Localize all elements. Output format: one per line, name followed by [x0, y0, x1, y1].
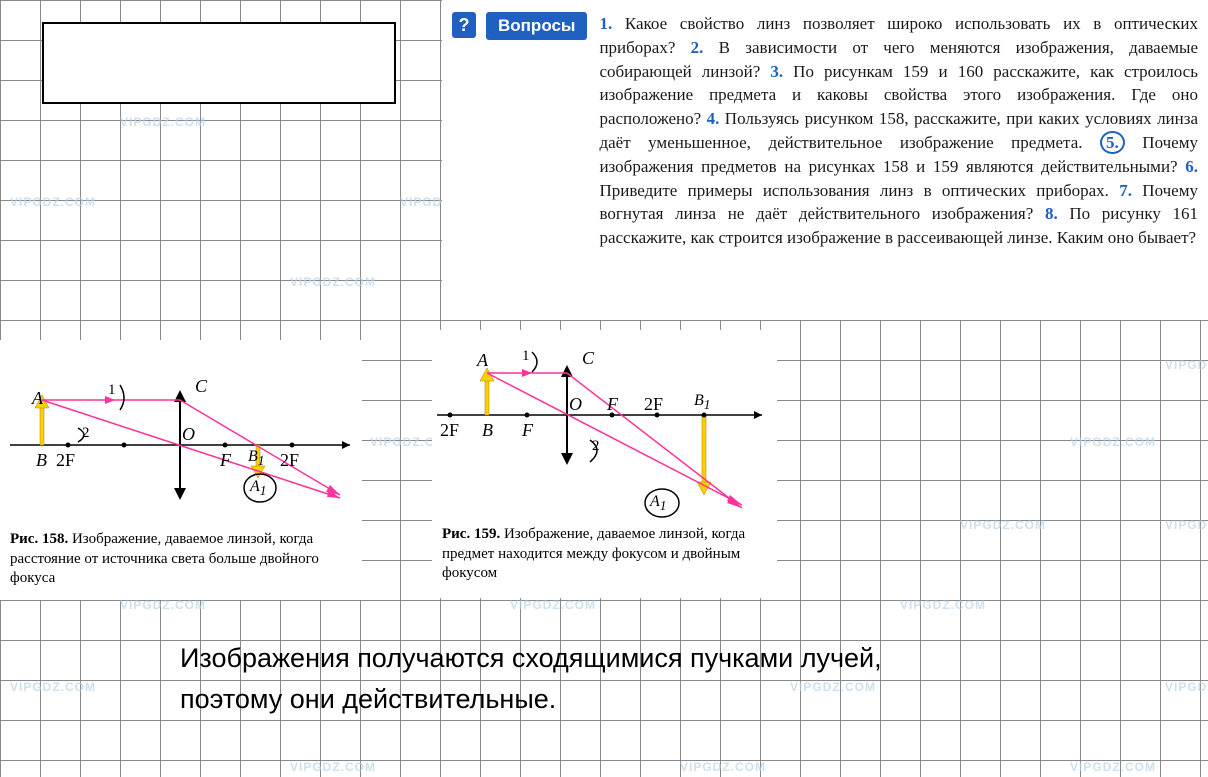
figure-158-caption: Рис. 158. Изображение, даваемое линзой, …: [0, 530, 362, 589]
label-A1: A1: [250, 478, 266, 499]
watermark: VIPGDZ.COM: [120, 598, 206, 612]
fig158-caption-num: Рис. 158.: [10, 531, 68, 547]
watermark: VIPGDZ.COM: [510, 598, 596, 612]
hand-1-159: 1: [522, 348, 530, 365]
figure-159-diagram: A 2F B F O C F 2F B1 A1 1 2: [432, 330, 777, 525]
watermark: VIPGDZ.COM: [290, 275, 376, 289]
figure-158: A B 2F O C F B1 2F A1 1 2 Рис. 158. Изоб…: [0, 340, 362, 600]
hand-2-159: 2: [592, 438, 600, 455]
label-A: A: [32, 388, 43, 409]
label-C-159: C: [582, 348, 594, 369]
label-F-left-159: F: [522, 420, 533, 441]
watermark: VIPGDZ.COM: [1165, 358, 1208, 372]
watermark: VIPGDZ.COM: [1165, 518, 1208, 532]
answer-line2: поэтому они действительные.: [180, 679, 882, 720]
label-O: O: [182, 424, 195, 445]
watermark: VIPGDZ.COM: [10, 680, 96, 694]
watermark: VIPGDZ.COM: [1070, 760, 1156, 774]
answer-line1: Изображения получаются сходящимися пучка…: [180, 638, 882, 679]
label-O-159: O: [569, 394, 582, 415]
fig159-caption-num: Рис. 159.: [442, 526, 500, 542]
label-B-159: B: [482, 420, 493, 441]
watermark: VIPGDZ.COM: [120, 115, 206, 129]
question-mark-icon: ?: [452, 12, 476, 38]
label-2F-right-159: 2F: [644, 394, 663, 415]
label-B1-159: B1: [694, 392, 710, 413]
answer-text: Изображения получаются сходящимися пучка…: [180, 638, 882, 719]
label-A-159: A: [477, 350, 488, 371]
figure-159: A 2F B F O C F 2F B1 A1 1 2 Рис. 159. Из…: [432, 330, 777, 598]
questions-badge: Вопросы: [486, 12, 587, 40]
label-B: B: [36, 450, 47, 471]
watermark: VIPGDZ.COM: [680, 760, 766, 774]
label-F-159: F: [607, 394, 618, 415]
figure-158-rays: [0, 340, 360, 530]
questions-body: 1. Какое свойство линз позволяет широко …: [599, 12, 1198, 250]
label-A1-159: A1: [650, 493, 666, 514]
watermark: VIPGDZ.COM: [900, 598, 986, 612]
watermark: VIPGDZ.COM: [10, 195, 96, 209]
label-C: C: [195, 376, 207, 397]
label-2F-left: 2F: [56, 450, 75, 471]
watermark: VIPGDZ.COM: [1165, 680, 1208, 694]
figure-159-caption: Рис. 159. Изображение, даваемое линзой, …: [432, 525, 777, 584]
label-2F-left-159: 2F: [440, 420, 459, 441]
empty-answer-box: [42, 22, 396, 104]
hand-1: 1: [108, 382, 116, 399]
label-F: F: [220, 450, 231, 471]
watermark: VIPGDZ.COM: [1070, 435, 1156, 449]
questions-panel: ? Вопросы 1. Какое свойство линз позволя…: [442, 0, 1208, 320]
hand-2: 2: [82, 425, 90, 442]
figure-158-diagram: A B 2F O C F B1 2F A1 1 2: [0, 340, 362, 530]
watermark: VIPGDZ.COM: [290, 760, 376, 774]
label-B1: B1: [248, 448, 264, 469]
watermark: VIPGDZ.COM: [960, 518, 1046, 532]
label-2F-right: 2F: [280, 450, 299, 471]
